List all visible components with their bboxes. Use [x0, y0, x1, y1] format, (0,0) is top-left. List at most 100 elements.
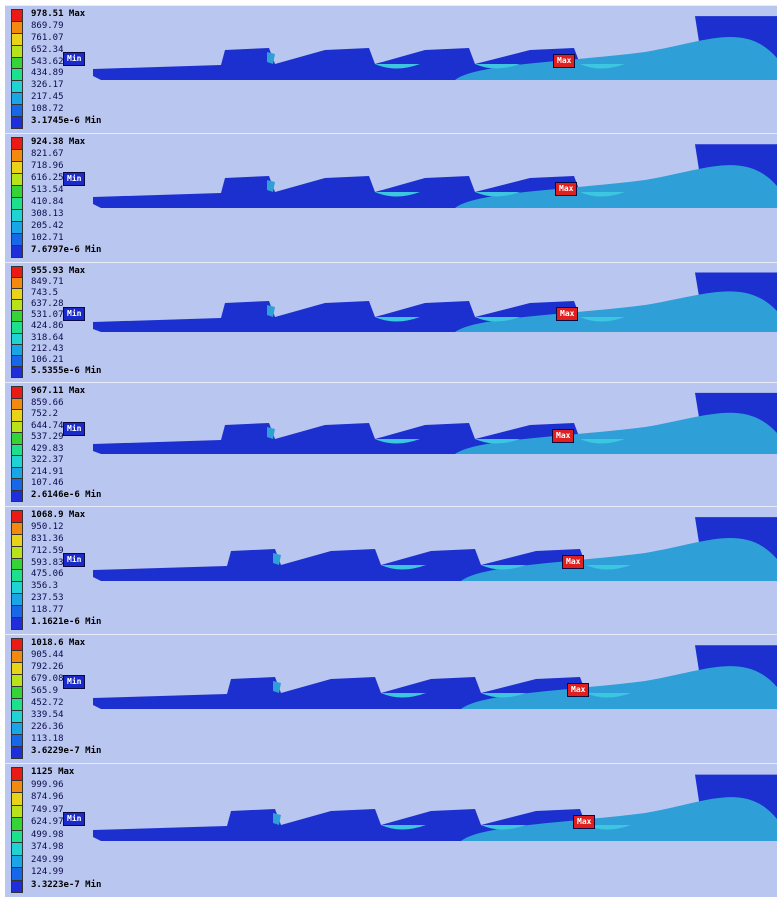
min-probe-label: Min	[63, 307, 86, 321]
contour-region	[267, 427, 275, 439]
legend-label: 718.96	[31, 161, 64, 171]
legend-label: 1.1621e-6 Min	[31, 617, 102, 628]
legend-swatch	[11, 842, 23, 856]
contour-region	[580, 192, 625, 197]
legend-label: 624.97	[31, 817, 64, 827]
legend-label: 102.71	[31, 233, 64, 243]
legend-label: 537.29	[31, 432, 64, 442]
legend-swatch	[11, 746, 23, 759]
contour-panel: 1125 Max 999.96 874.96 749.97 624.97 499.98 37…	[5, 763, 777, 897]
contour-region	[580, 439, 625, 444]
legend-label: 616.25	[31, 173, 64, 183]
legend-swatch	[11, 767, 23, 781]
legend-label: 356.3	[31, 581, 59, 592]
min-probe-label: Min	[63, 675, 86, 689]
legend-label: 652.34	[31, 44, 64, 55]
legend-label: 874.96	[31, 792, 64, 802]
legend-label: 950.12	[31, 521, 64, 532]
contour-region	[481, 565, 526, 570]
legend-label: 108.72	[31, 104, 64, 115]
contour-region	[273, 681, 281, 693]
legend-label: 999.96	[31, 779, 64, 790]
legend-label: 644.74	[31, 420, 64, 431]
legend-label: 978.51 Max	[31, 9, 86, 19]
contour-region	[375, 439, 420, 444]
legend-label: 593.83	[31, 557, 64, 568]
contour-region	[455, 165, 777, 208]
legend-label: 374.98	[31, 842, 64, 852]
legend-swatch	[11, 804, 23, 818]
legend-label: 326.17	[31, 80, 64, 91]
contour-panel: 978.51 Max 869.79 761.07 652.34 543.62 434.89…	[5, 5, 777, 133]
contour-region	[381, 693, 426, 698]
legend-label: 967.11 Max	[31, 386, 86, 396]
legend-label: 226.36	[31, 722, 64, 732]
contour-region	[461, 666, 777, 709]
contour-panel: 1018.6 Max 905.44 792.26 679.08 565.9 452.72 3…	[5, 634, 777, 763]
legend-swatch	[11, 116, 23, 129]
contour-panel: 967.11 Max 859.66 752.2 644.74 537.29 429.83 3…	[5, 382, 777, 506]
contour-region	[580, 64, 625, 69]
legend-label: 3.1745e-6 Min	[31, 116, 102, 127]
contour-region	[267, 52, 275, 64]
contour-region	[267, 180, 275, 192]
contour-region	[586, 825, 631, 830]
legend-label: 831.36	[31, 533, 64, 544]
contour-region	[455, 291, 777, 332]
legend-label: 849.71	[31, 277, 64, 288]
legend-swatch	[11, 779, 23, 793]
legend-label: 531.07	[31, 310, 64, 321]
legend-swatch	[11, 792, 23, 806]
contour-region	[586, 693, 631, 698]
legend-label: 5.5355e-6 Min	[31, 365, 102, 376]
contour-region	[580, 317, 625, 322]
min-probe-label: Min	[63, 52, 86, 66]
legend-label: 749.97	[31, 804, 64, 815]
min-probe-label: Min	[63, 172, 86, 186]
mesh-contour-plot	[93, 645, 777, 709]
legend-label: 237.53	[31, 593, 64, 604]
legend-label: 424.86	[31, 321, 64, 332]
legend-label: 543.62	[31, 56, 64, 67]
legend-swatch	[11, 879, 23, 893]
legend-swatch	[11, 817, 23, 831]
legend-swatch	[11, 617, 23, 630]
contour-region	[475, 192, 520, 197]
contour-region	[273, 553, 281, 565]
min-probe-label: Min	[63, 422, 86, 436]
legend-label: 205.42	[31, 221, 64, 231]
legend-label: 113.18	[31, 734, 64, 744]
max-probe-label: Max	[553, 54, 576, 68]
legend-label: 752.2	[31, 409, 59, 419]
legend-label: 1018.6 Max	[31, 638, 86, 648]
contour-panel: 1068.9 Max 950.12 831.36 712.59 593.83 475.06…	[5, 506, 777, 634]
max-probe-label: Max	[567, 683, 590, 697]
contour-region	[375, 192, 420, 197]
legend-label: 308.13	[31, 209, 64, 219]
legend-label: 429.83	[31, 443, 64, 454]
contour-region	[381, 565, 426, 570]
max-probe-label: Max	[556, 307, 579, 321]
mesh-contour-plot	[93, 16, 777, 80]
min-probe-label: Min	[63, 812, 86, 826]
contour-region	[481, 693, 526, 698]
legend-label: 106.21	[31, 354, 64, 365]
legend-label: 499.98	[31, 829, 64, 840]
legend-label: 905.44	[31, 650, 64, 660]
legend-label: 217.45	[31, 92, 64, 103]
mesh-contour-plot	[93, 144, 777, 208]
contour-region	[586, 565, 631, 570]
legend-label: 637.28	[31, 299, 64, 310]
legend-swatch	[11, 867, 23, 881]
legend-label: 7.6797e-6 Min	[31, 245, 102, 255]
mesh-contour-plot	[93, 392, 777, 454]
legend-swatch	[11, 245, 23, 258]
legend-label: 2.6146e-6 Min	[31, 489, 102, 500]
legend-label: 1125 Max	[31, 767, 75, 777]
legend-label: 565.9	[31, 686, 59, 696]
legend-label: 212.43	[31, 343, 64, 354]
legend-label: 107.46	[31, 478, 64, 488]
contour-region	[475, 64, 520, 69]
legend-label: 3.3223e-7 Min	[31, 879, 102, 890]
legend-swatch	[11, 489, 23, 502]
